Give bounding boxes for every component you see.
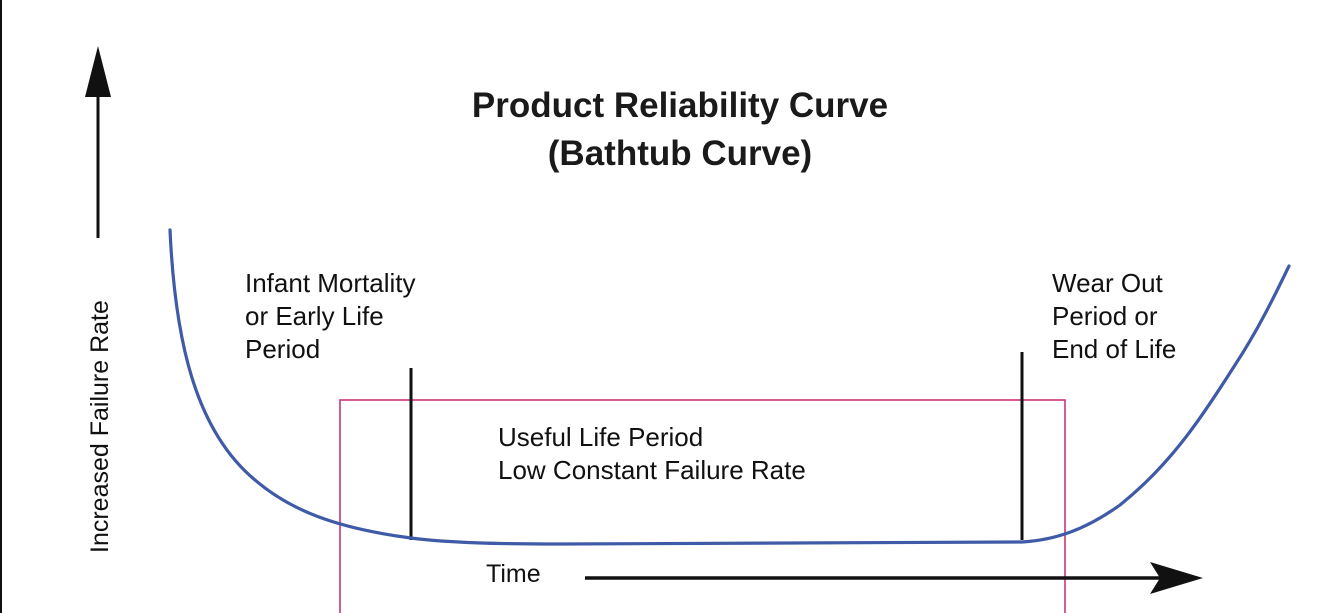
bathtub-failure-rate-curve	[168, 228, 1291, 546]
wear-out-label-line-2: Period or	[1052, 301, 1158, 331]
x-axis-label: Time	[486, 560, 541, 588]
early-life-label-line-3: Period	[245, 334, 320, 364]
wear-out-label-line-1: Wear Out	[1052, 268, 1164, 298]
chart-title-line-2: (Bathtub Curve)	[548, 134, 812, 173]
x-axis-arrow-head	[1150, 562, 1203, 594]
early-life-label-line-2: or Early Life	[245, 301, 384, 331]
useful-life-highlight-box	[339, 399, 1066, 613]
useful-life-label-line-1: Useful Life Period	[498, 422, 703, 452]
y-axis-label: Increased Failure Rate	[86, 300, 114, 553]
useful-life-label-line-2: Low Constant Failure Rate	[498, 455, 806, 485]
chart-title-line-1: Product Reliability Curve	[472, 86, 888, 125]
early-life-label-line-1: Infant Mortality	[245, 268, 416, 298]
wear-out-label-line-3: End of Life	[1052, 334, 1176, 364]
y-axis-arrow-head	[85, 46, 111, 97]
